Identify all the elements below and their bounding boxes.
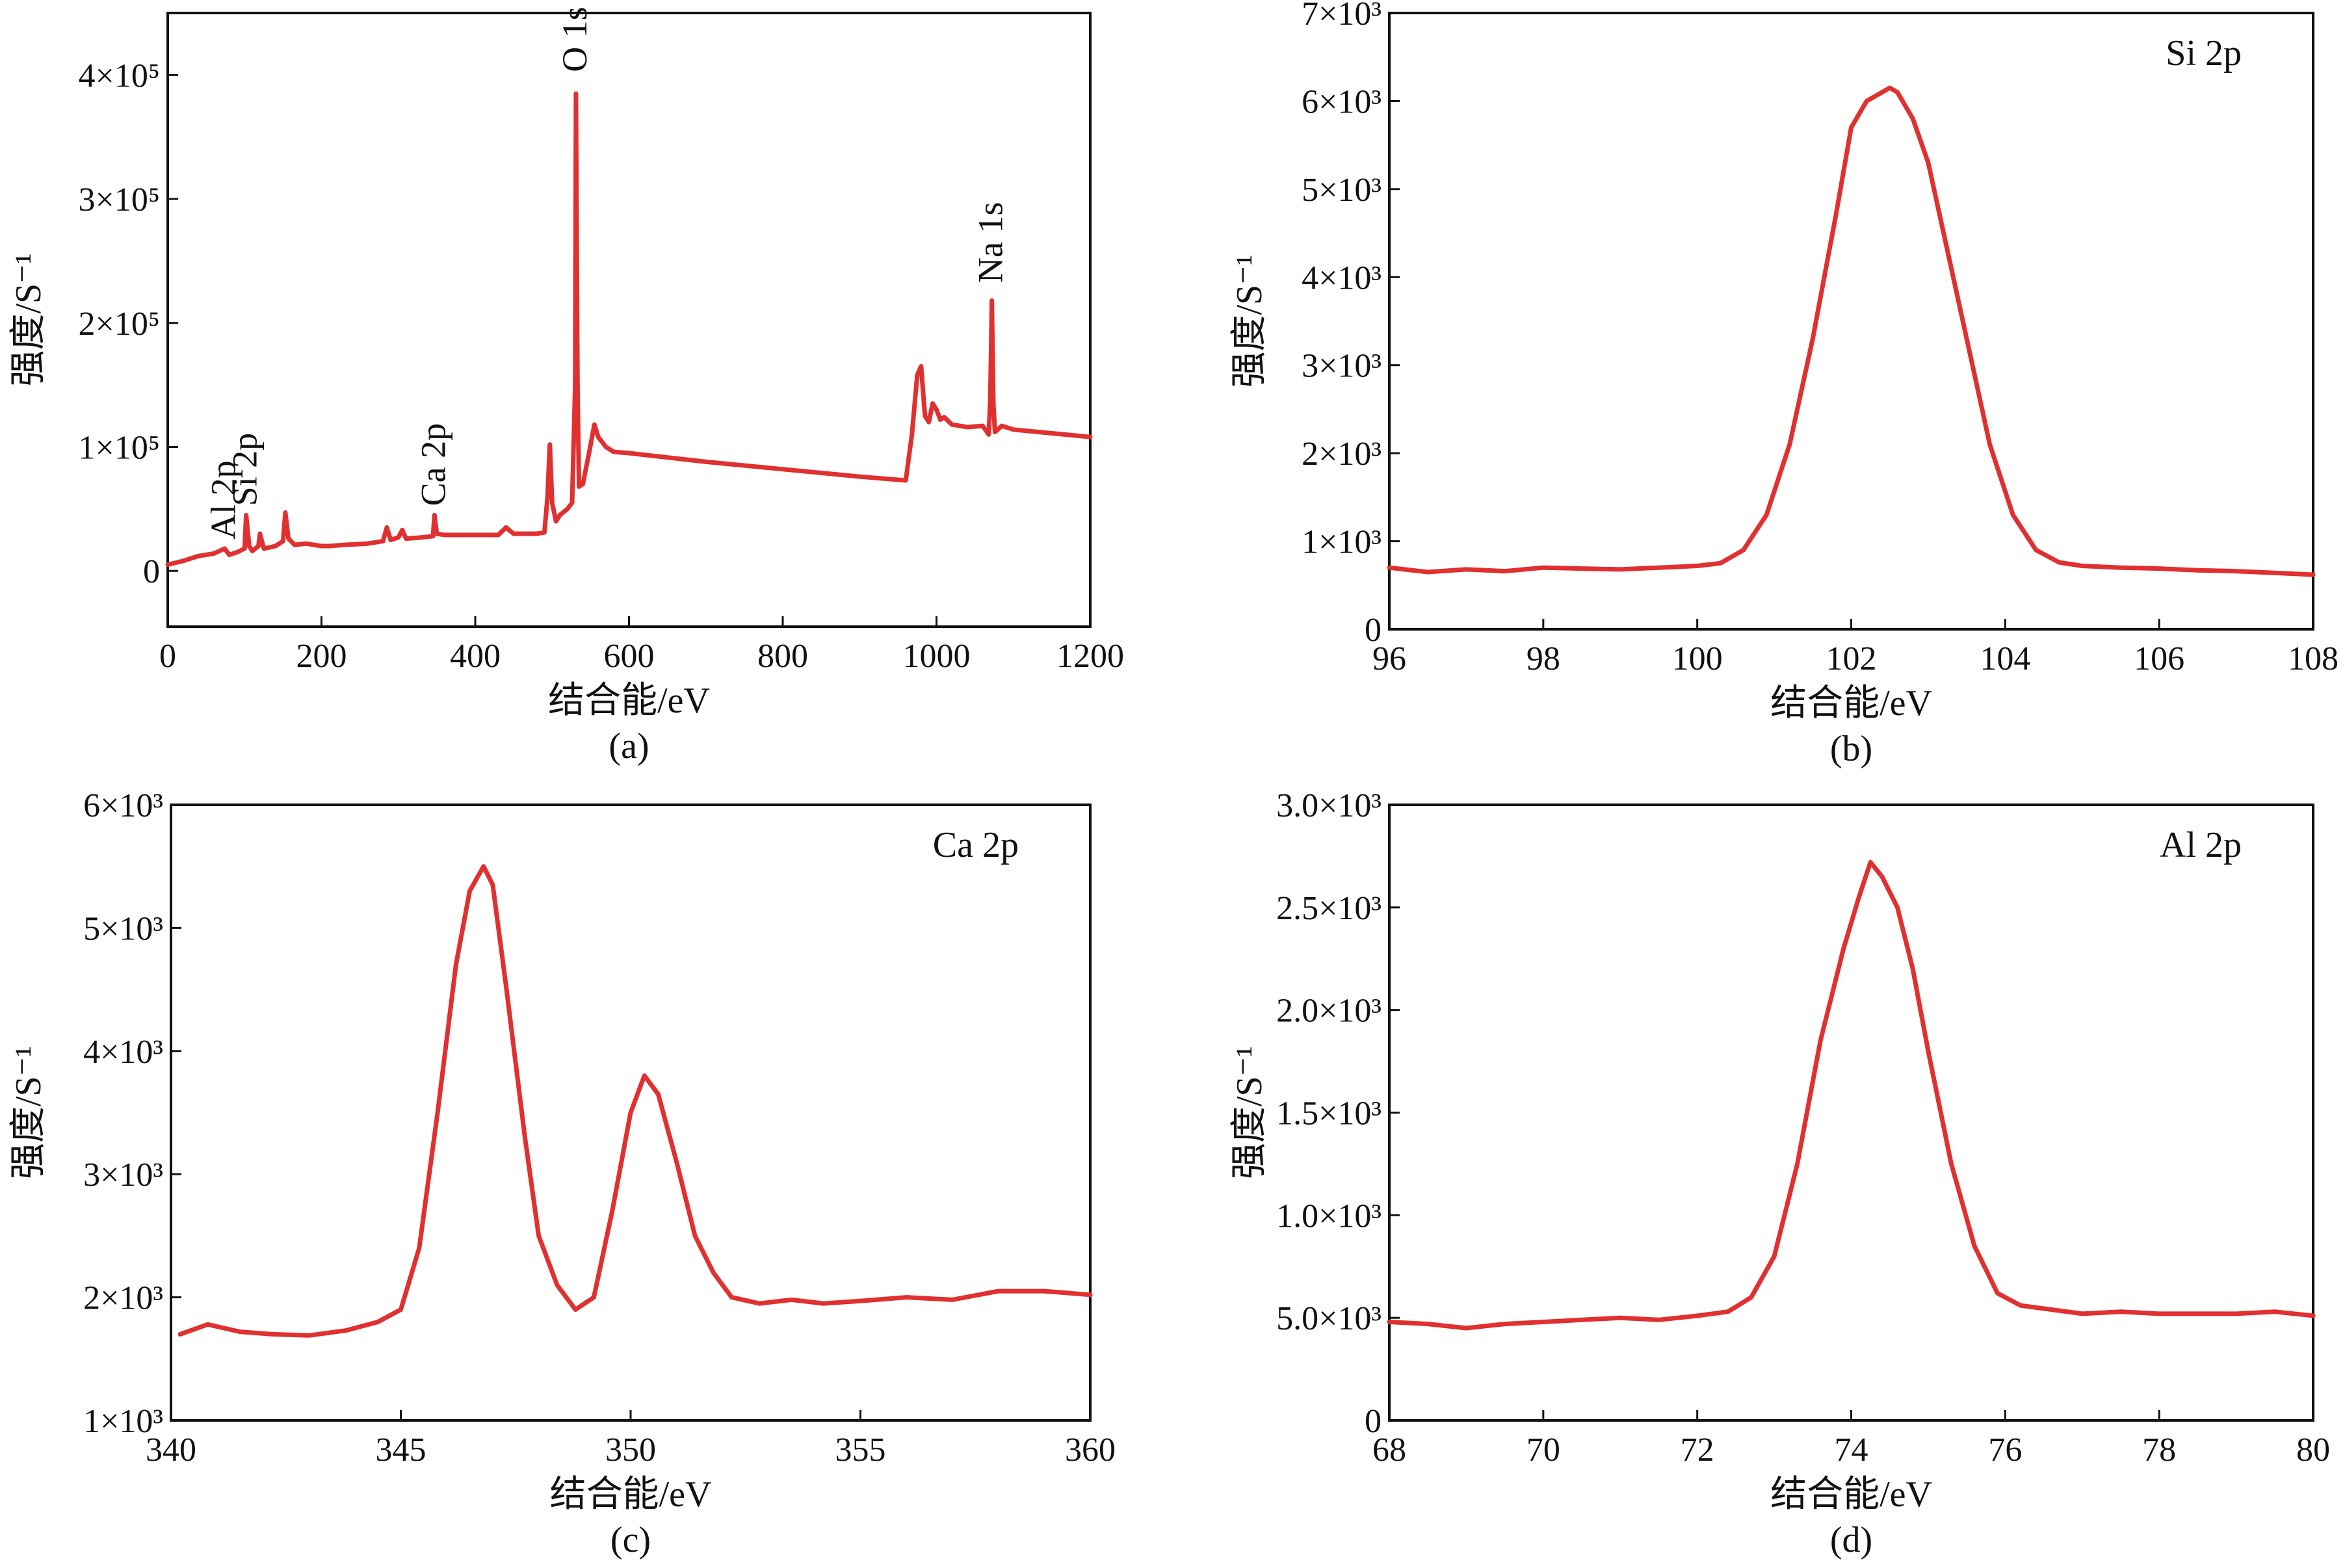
peak-label: Ca 2p bbox=[413, 423, 452, 506]
x-tick-label: 200 bbox=[296, 638, 347, 675]
x-tick-label: 80 bbox=[2296, 1431, 2330, 1469]
peak-label: Na 1s bbox=[971, 202, 1010, 283]
x-tick-label: 98 bbox=[1526, 640, 1560, 677]
peak-label: Al 2p bbox=[204, 460, 243, 540]
x-tick-label: 72 bbox=[1681, 1431, 1714, 1469]
panel-sub-label: (c) bbox=[610, 1520, 651, 1560]
x-tick-label: 400 bbox=[450, 638, 501, 675]
y-tick-label: 5×10³ bbox=[1302, 172, 1382, 209]
x-axis-label: 结合能/eV bbox=[1770, 1474, 1932, 1515]
y-tick-label: 0 bbox=[1365, 612, 1382, 649]
x-tick-label: 355 bbox=[835, 1431, 886, 1469]
x-tick-label: 106 bbox=[2134, 640, 2184, 677]
x-tick-label: 104 bbox=[1980, 640, 2030, 677]
y-tick-label: 1.5×10³ bbox=[1276, 1095, 1382, 1132]
x-tick-label: 1200 bbox=[1056, 638, 1124, 675]
y-tick-label: 0 bbox=[1365, 1403, 1382, 1440]
y-tick-label: 7×10³ bbox=[1302, 0, 1382, 33]
chart-panel-a: 0 200 400 600 800 1000 1200 0 1×10⁵ 2×10⁵ 3×10⁵ 4×1… bbox=[8, 7, 1124, 766]
plot-frame bbox=[1388, 12, 2314, 631]
y-tick-label: 1×10⁵ bbox=[79, 429, 160, 466]
chart-panel-c: 340 345 350 355 360 1×10³ 2×10³ 3×10³ 4×10³ 5×10³… bbox=[8, 787, 1116, 1560]
series-line-c bbox=[177, 864, 1093, 1338]
panel-title: Al 2p bbox=[2160, 825, 2242, 865]
x-tick-label: 360 bbox=[1065, 1431, 1116, 1469]
y-axis-label: 强度/S⁻¹ bbox=[1229, 1046, 1270, 1179]
y-axis-label: 强度/S⁻¹ bbox=[1229, 254, 1270, 387]
y-tick-label: 6×10³ bbox=[1302, 83, 1382, 120]
y-tick-label: 2×10³ bbox=[83, 1280, 163, 1317]
y-axis-label: 强度/S⁻¹ bbox=[8, 1046, 49, 1179]
y-tick-label: 2×10³ bbox=[1302, 436, 1382, 473]
x-tick-label: 102 bbox=[1826, 640, 1877, 677]
x-tick-label: 78 bbox=[2142, 1431, 2176, 1469]
y-tick-label: 4×10³ bbox=[83, 1034, 163, 1071]
series-line-b bbox=[1387, 85, 2316, 577]
x-tick-label: 74 bbox=[1835, 1431, 1868, 1469]
y-axis-label: 强度/S⁻¹ bbox=[8, 253, 49, 386]
peak-label: O 1s bbox=[555, 7, 594, 72]
x-tick-label: 100 bbox=[1672, 640, 1723, 677]
x-tick-label: 0 bbox=[159, 638, 176, 675]
x-tick-label: 96 bbox=[1372, 640, 1406, 677]
y-tick-label: 1×10³ bbox=[1302, 524, 1382, 561]
x-axis-label: 结合能/eV bbox=[1770, 683, 1932, 724]
x-tick-label: 1000 bbox=[903, 638, 971, 675]
chart-panel-d: 68 70 72 74 76 78 80 0 5.0×10³ 1.0×10³ 1.5×10³ 2.0×… bbox=[1229, 787, 2330, 1560]
y-tick-label: 2.5×10³ bbox=[1276, 890, 1382, 927]
x-tick-label: 800 bbox=[757, 638, 808, 675]
y-tick-label: 0 bbox=[143, 553, 160, 590]
y-tick-label: 5.0×10³ bbox=[1276, 1300, 1382, 1337]
y-tick-label: 3×10⁵ bbox=[79, 181, 160, 218]
y-tick-label: 5×10³ bbox=[83, 910, 163, 947]
y-tick-label: 6×10³ bbox=[83, 787, 163, 824]
panel-sub-label: (d) bbox=[1830, 1520, 1872, 1560]
x-tick-label: 70 bbox=[1526, 1431, 1560, 1469]
y-tick-label: 3×10³ bbox=[83, 1156, 163, 1194]
panel-sub-label: (b) bbox=[1830, 729, 1872, 769]
x-tick-label: 76 bbox=[1988, 1431, 2022, 1469]
y-tick-label: 4×10⁵ bbox=[79, 57, 160, 94]
y-tick-label: 1×10³ bbox=[83, 1403, 163, 1440]
y-tick-label: 2×10⁵ bbox=[79, 306, 160, 343]
x-tick-label: 345 bbox=[376, 1431, 426, 1469]
chart-panel-b: 96 98 100 102 104 106 108 0 1×10³ 2×10³ 3×10³ 4×10³… bbox=[1229, 0, 2338, 769]
series-line-a bbox=[165, 91, 1093, 568]
y-tick-label: 2.0×10³ bbox=[1276, 993, 1382, 1030]
y-tick-label: 1.0×10³ bbox=[1276, 1197, 1382, 1235]
panel-title: Si 2p bbox=[2166, 33, 2242, 73]
x-axis-label: 结合能/eV bbox=[550, 1474, 712, 1515]
x-tick-label: 108 bbox=[2288, 640, 2338, 677]
x-tick-label: 340 bbox=[146, 1431, 196, 1469]
x-tick-label: 350 bbox=[605, 1431, 656, 1469]
y-tick-label: 3.0×10³ bbox=[1276, 787, 1382, 824]
panel-sub-label: (a) bbox=[609, 726, 649, 766]
peak-label: Si 2p bbox=[226, 433, 265, 506]
y-tick-label: 3×10³ bbox=[1302, 348, 1382, 385]
x-axis-label: 结合能/eV bbox=[548, 681, 710, 721]
y-tick-label: 4×10³ bbox=[1302, 259, 1382, 296]
series-line-d bbox=[1387, 859, 2316, 1331]
x-tick-label: 68 bbox=[1372, 1431, 1406, 1469]
panel-title: Ca 2p bbox=[933, 825, 1019, 865]
plot-frame bbox=[166, 12, 1092, 628]
x-tick-label: 600 bbox=[604, 638, 655, 675]
plot-frame bbox=[1388, 804, 2314, 1422]
